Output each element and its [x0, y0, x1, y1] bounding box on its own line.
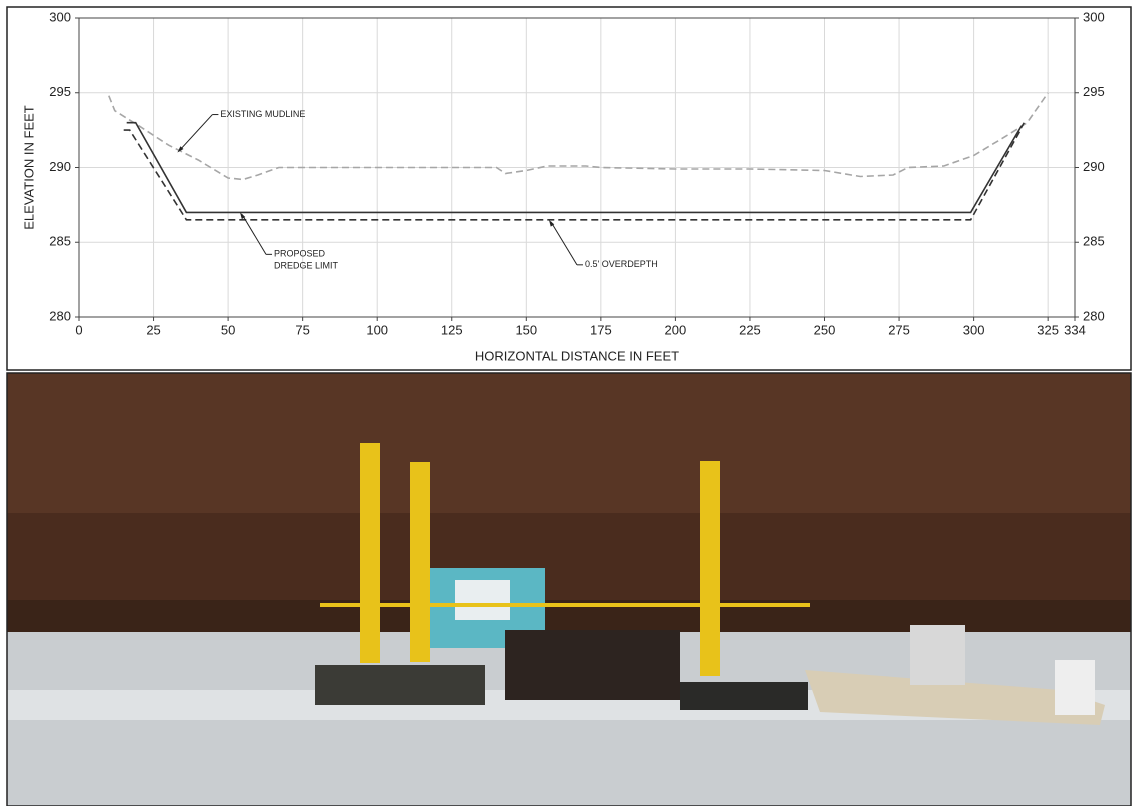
photo-pontoon: [680, 682, 808, 710]
annotation-text: PROPOSED: [274, 249, 326, 259]
x-tick-label: 275: [888, 322, 910, 337]
data-line: [126, 121, 1022, 214]
x-tick-label: 225: [739, 322, 761, 337]
plot-frame: [78, 17, 1076, 318]
y-tick-label: 300: [49, 9, 71, 24]
x-tick-label: 334: [1064, 322, 1086, 337]
y2-tick-label: 285: [1083, 234, 1105, 249]
x-axis-label: HORIZONTAL DISTANCE IN FEET: [475, 348, 679, 363]
x-tick-label: 100: [366, 322, 388, 337]
y-tick-label: 285: [49, 234, 71, 249]
x-tick-label: 75: [295, 322, 309, 337]
x-tick-label: 0: [75, 322, 82, 337]
y-tick-label: 290: [49, 159, 71, 174]
photo-cutter: [505, 630, 680, 700]
chart-frame: [6, 6, 1132, 371]
photo-canopy: [7, 373, 1131, 513]
x-tick-label: 325: [1037, 322, 1059, 337]
annotation: PROPOSED DREDGE LIMIT: [240, 212, 339, 271]
y2-tick-label: 290: [1083, 159, 1105, 174]
annotation-text: DREDGE LIMIT: [274, 261, 339, 271]
photo-railing: [320, 603, 810, 607]
y-tick-label: 295: [49, 84, 71, 99]
photo-window: [455, 580, 510, 620]
photo-pontoon: [315, 665, 485, 705]
photo: [6, 372, 1132, 806]
annotation-text: EXISTING MUDLINE: [220, 109, 305, 119]
annotation-leader: [550, 221, 578, 266]
annotation-text: 0.5' OVERDEPTH: [585, 259, 658, 269]
annotation-leader: [179, 114, 213, 151]
photo-boat: [805, 670, 1105, 725]
annotation-arrow: [177, 146, 184, 153]
photo-spud: [360, 443, 380, 663]
photo-spud: [700, 461, 720, 676]
photo-motor: [1055, 660, 1095, 715]
y2-tick-label: 295: [1083, 84, 1105, 99]
y-axis-label: ELEVATION IN FEET: [21, 105, 36, 230]
x-tick-label: 200: [665, 322, 687, 337]
x-tick-label: 25: [146, 322, 160, 337]
x-tick-label: 300: [963, 322, 985, 337]
data-line: [108, 92, 1049, 181]
annotation-arrow: [240, 212, 246, 220]
y2-tick-label: 300: [1083, 9, 1105, 24]
y-tick-label: 280: [49, 308, 71, 323]
x-tick-label: 150: [515, 322, 537, 337]
annotation: 0.5' OVERDEPTH: [548, 219, 658, 269]
photo-console: [910, 625, 965, 685]
x-tick-label: 175: [590, 322, 612, 337]
x-tick-label: 250: [814, 322, 836, 337]
y2-tick-label: 280: [1083, 308, 1105, 323]
photo-frame: [6, 372, 1132, 806]
x-tick-label: 50: [221, 322, 235, 337]
annotation-arrow: [548, 219, 555, 227]
x-tick-label: 125: [441, 322, 463, 337]
data-line: [123, 122, 1026, 221]
annotation: EXISTING MUDLINE: [177, 109, 305, 153]
photo-spud: [410, 462, 430, 662]
annotation-leader: [241, 214, 267, 255]
